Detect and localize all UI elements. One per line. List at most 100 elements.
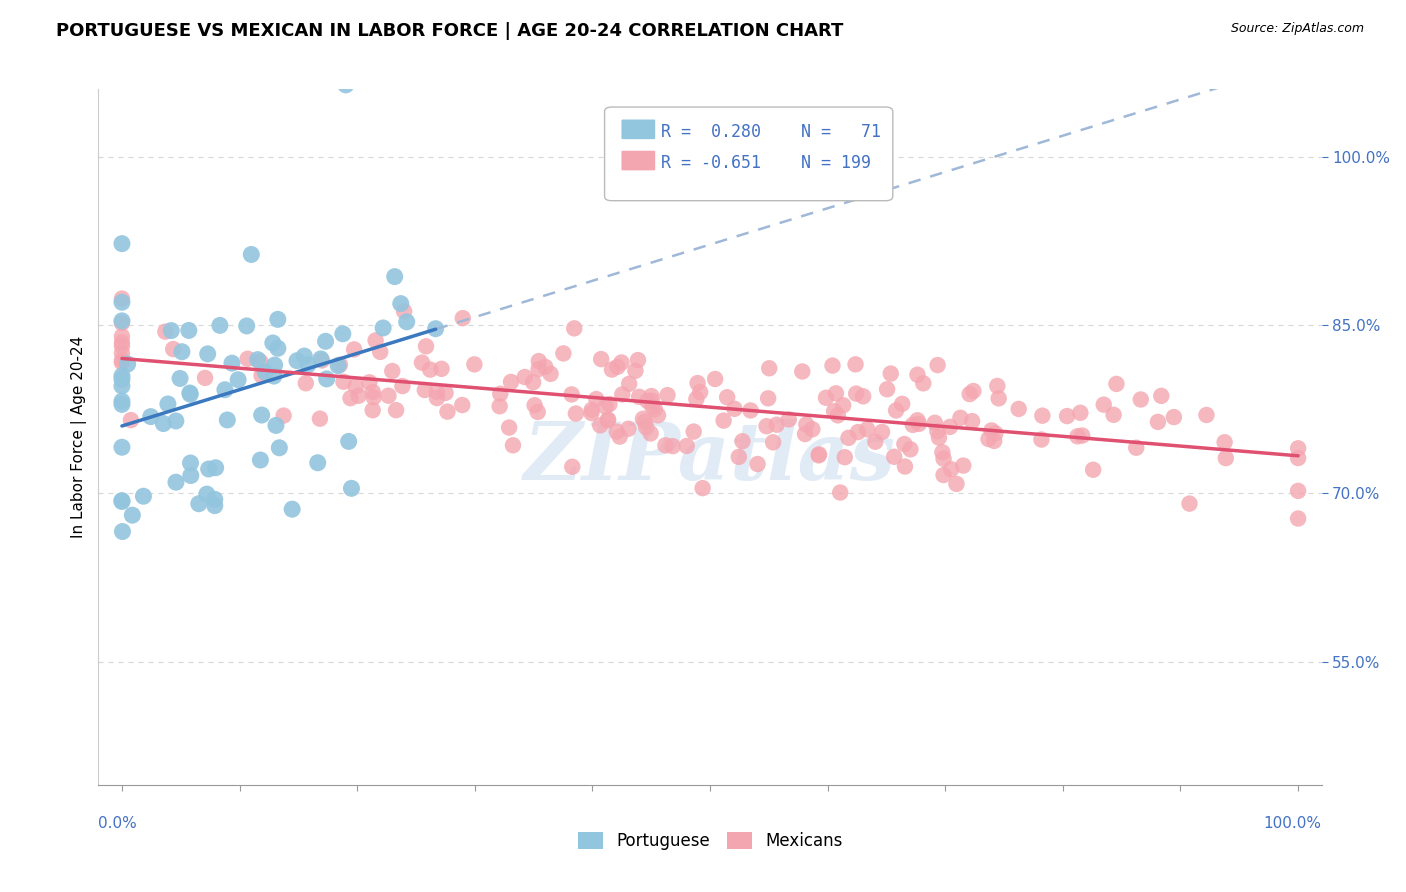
Point bbox=[111, 292, 134, 306]
Point bbox=[900, 442, 922, 457]
Point bbox=[262, 335, 284, 350]
Point bbox=[111, 379, 134, 393]
Point bbox=[111, 494, 134, 508]
Point bbox=[845, 386, 868, 401]
Point bbox=[561, 459, 583, 474]
Point bbox=[1286, 450, 1309, 465]
Point bbox=[425, 321, 447, 335]
Point bbox=[1071, 428, 1094, 442]
Point bbox=[132, 489, 155, 503]
Point bbox=[624, 364, 647, 378]
Point bbox=[1286, 511, 1309, 525]
Point bbox=[502, 438, 524, 452]
Point bbox=[347, 389, 370, 403]
Point bbox=[315, 334, 337, 349]
Point bbox=[939, 420, 962, 434]
Text: PORTUGUESE VS MEXICAN IN LABOR FORCE | AGE 20-24 CORRELATION CHART: PORTUGUESE VS MEXICAN IN LABOR FORCE | A… bbox=[56, 22, 844, 40]
Point bbox=[801, 422, 824, 436]
Point bbox=[170, 344, 193, 359]
Point bbox=[361, 385, 384, 400]
Point bbox=[952, 458, 974, 473]
Point bbox=[250, 368, 273, 383]
Point bbox=[155, 325, 177, 339]
Point bbox=[685, 392, 707, 406]
Point bbox=[263, 358, 285, 372]
Point bbox=[389, 296, 412, 310]
Point bbox=[778, 412, 800, 426]
Point bbox=[907, 368, 929, 382]
Point bbox=[297, 358, 319, 372]
Point bbox=[1286, 483, 1309, 498]
Point bbox=[865, 434, 887, 449]
Point bbox=[371, 321, 394, 335]
Point bbox=[977, 432, 1000, 446]
Text: ZIPatlas: ZIPatlas bbox=[524, 419, 896, 497]
Point bbox=[927, 358, 949, 372]
Point bbox=[596, 413, 619, 427]
Point bbox=[765, 417, 787, 432]
Point bbox=[932, 451, 955, 466]
Point bbox=[392, 304, 415, 318]
Point bbox=[111, 295, 134, 310]
Point bbox=[880, 367, 903, 381]
Point bbox=[598, 397, 620, 411]
Point bbox=[152, 417, 174, 431]
Point bbox=[413, 383, 436, 397]
Point bbox=[451, 398, 474, 412]
Point bbox=[1066, 429, 1088, 443]
Point bbox=[692, 481, 714, 495]
Point bbox=[111, 329, 134, 343]
Point bbox=[1102, 408, 1125, 422]
Point bbox=[928, 431, 950, 445]
Point bbox=[307, 456, 329, 470]
Point bbox=[111, 236, 134, 251]
Point bbox=[1031, 409, 1053, 423]
Point bbox=[823, 404, 845, 418]
Point bbox=[727, 450, 749, 464]
Point bbox=[179, 386, 201, 401]
Point bbox=[217, 413, 239, 427]
Point bbox=[617, 376, 640, 391]
Point bbox=[713, 414, 735, 428]
Point bbox=[675, 439, 697, 453]
Point bbox=[111, 355, 134, 369]
Point bbox=[581, 402, 603, 417]
Point bbox=[527, 362, 550, 376]
Point bbox=[821, 359, 844, 373]
Point bbox=[884, 403, 907, 417]
Point bbox=[939, 462, 962, 476]
Point bbox=[264, 418, 287, 433]
Point bbox=[120, 413, 142, 427]
Point bbox=[214, 383, 236, 397]
Point bbox=[1286, 442, 1309, 456]
Point bbox=[912, 376, 935, 391]
Point bbox=[740, 403, 762, 417]
Text: 0.0%: 0.0% bbox=[98, 816, 138, 831]
Point bbox=[689, 385, 711, 400]
Point bbox=[309, 351, 332, 366]
Point bbox=[359, 376, 381, 390]
Point bbox=[208, 318, 231, 333]
Point bbox=[634, 415, 657, 429]
Point bbox=[426, 384, 449, 399]
Point bbox=[704, 372, 727, 386]
Text: R =  0.280    N =   71: R = 0.280 N = 71 bbox=[661, 123, 880, 141]
Point bbox=[156, 397, 179, 411]
Point bbox=[1195, 408, 1218, 422]
Point bbox=[1213, 435, 1236, 450]
Point bbox=[647, 409, 669, 423]
Point bbox=[527, 354, 550, 368]
Point bbox=[204, 499, 226, 513]
Point bbox=[165, 414, 187, 428]
Point bbox=[111, 394, 134, 409]
Point bbox=[589, 418, 612, 433]
Point bbox=[1056, 409, 1078, 423]
Point bbox=[747, 457, 769, 471]
Point bbox=[723, 401, 745, 416]
Point bbox=[522, 376, 544, 390]
Point bbox=[832, 398, 855, 412]
Point bbox=[891, 397, 914, 411]
Point bbox=[931, 445, 953, 459]
Point bbox=[236, 351, 259, 366]
Point bbox=[139, 409, 162, 424]
